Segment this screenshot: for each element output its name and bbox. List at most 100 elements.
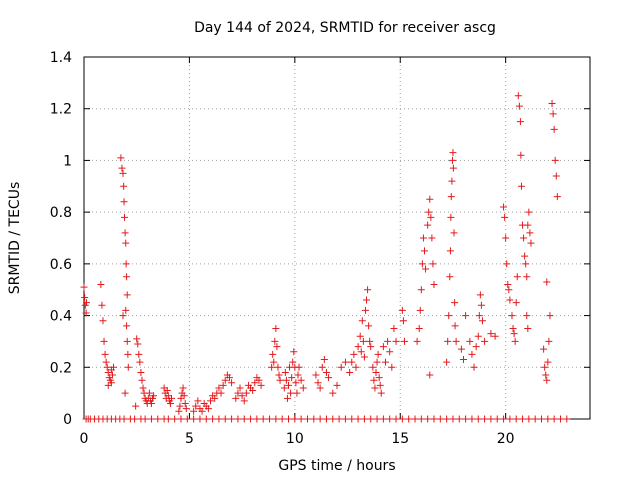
data-point xyxy=(104,381,112,389)
data-point xyxy=(457,345,465,353)
data-point xyxy=(425,208,433,216)
data-point xyxy=(462,312,470,320)
data-point xyxy=(341,358,349,366)
data-point xyxy=(358,317,366,325)
data-point xyxy=(515,102,523,110)
data-point xyxy=(449,149,457,157)
data-point xyxy=(350,350,358,358)
data-point xyxy=(236,384,244,392)
data-point xyxy=(364,286,372,294)
data-point xyxy=(211,394,219,402)
data-point xyxy=(390,325,398,332)
data-point xyxy=(446,273,454,281)
data-point xyxy=(204,405,212,413)
data-point xyxy=(415,325,423,332)
data-point xyxy=(272,325,280,332)
data-point xyxy=(123,273,131,281)
data-point xyxy=(119,312,127,320)
data-point xyxy=(452,337,460,345)
data-point xyxy=(278,415,286,423)
data-point xyxy=(192,402,200,410)
data-point xyxy=(517,182,525,190)
data-point xyxy=(405,415,413,423)
data-point xyxy=(123,291,131,299)
data-point xyxy=(424,221,432,229)
data-point xyxy=(177,415,185,423)
data-point xyxy=(447,213,455,221)
data-point xyxy=(517,151,525,159)
data-point xyxy=(333,381,341,389)
data-point xyxy=(120,198,128,206)
data-point xyxy=(462,415,470,423)
data-point xyxy=(82,309,90,317)
data-point xyxy=(477,301,485,309)
y-tick-label: 0 xyxy=(63,412,72,428)
data-point xyxy=(102,358,110,366)
data-point xyxy=(81,293,89,301)
data-point xyxy=(316,384,324,392)
data-point xyxy=(225,374,233,382)
y-tick-label: 1 xyxy=(63,153,72,169)
data-point xyxy=(481,337,489,345)
data-point xyxy=(451,299,459,307)
data-point xyxy=(538,415,546,423)
data-point xyxy=(551,156,559,164)
data-point xyxy=(135,350,143,358)
y-tick-label: 0.4 xyxy=(50,309,72,325)
data-point xyxy=(131,415,139,423)
data-point xyxy=(450,229,458,237)
data-point xyxy=(366,337,374,345)
data-point xyxy=(314,379,322,387)
data-point xyxy=(373,358,381,366)
data-point xyxy=(274,363,282,371)
data-point xyxy=(101,350,109,358)
y-tick-label: 0.2 xyxy=(50,360,72,376)
data-point xyxy=(468,415,476,423)
data-point xyxy=(545,337,553,345)
data-point xyxy=(118,164,126,172)
data-point xyxy=(544,415,552,423)
data-point xyxy=(163,387,171,395)
data-point xyxy=(449,164,457,172)
data-point xyxy=(234,415,242,423)
data-point xyxy=(352,363,360,371)
data-point xyxy=(182,405,190,413)
data-point xyxy=(266,415,274,423)
data-point xyxy=(247,415,255,423)
data-point xyxy=(398,306,406,314)
data-point xyxy=(500,203,508,211)
data-point xyxy=(506,296,514,304)
data-point xyxy=(512,299,520,307)
data-point xyxy=(294,371,302,379)
data-point xyxy=(283,394,291,402)
tick-layer: 0 5 10 15 20 0 0.2 0.4 0.6 0.8 1 1.2 1.4 xyxy=(50,50,590,447)
data-point xyxy=(399,317,407,325)
data-point xyxy=(100,337,108,345)
data-point xyxy=(273,343,281,351)
chart-title: Day 144 of 2024, SRMTID for receiver asc… xyxy=(194,20,496,36)
data-point xyxy=(322,368,330,376)
data-point xyxy=(506,415,514,423)
data-point xyxy=(122,260,130,268)
data-point xyxy=(257,381,265,389)
data-point xyxy=(123,337,131,345)
data-point xyxy=(121,389,129,397)
data-point xyxy=(219,381,227,389)
data-point xyxy=(202,415,210,423)
data-point xyxy=(504,281,512,289)
grid-layer xyxy=(84,57,590,419)
data-point xyxy=(221,415,229,423)
data-point xyxy=(154,415,162,423)
data-point xyxy=(476,291,484,299)
data-point xyxy=(190,407,198,415)
data-point xyxy=(417,415,425,423)
data-point xyxy=(207,397,214,405)
data-point xyxy=(287,389,295,397)
data-point xyxy=(133,335,141,343)
data-point xyxy=(354,343,362,351)
data-point xyxy=(335,415,343,423)
data-point xyxy=(525,415,533,423)
data-point xyxy=(376,381,384,389)
data-point xyxy=(447,193,455,201)
data-point xyxy=(381,358,389,366)
